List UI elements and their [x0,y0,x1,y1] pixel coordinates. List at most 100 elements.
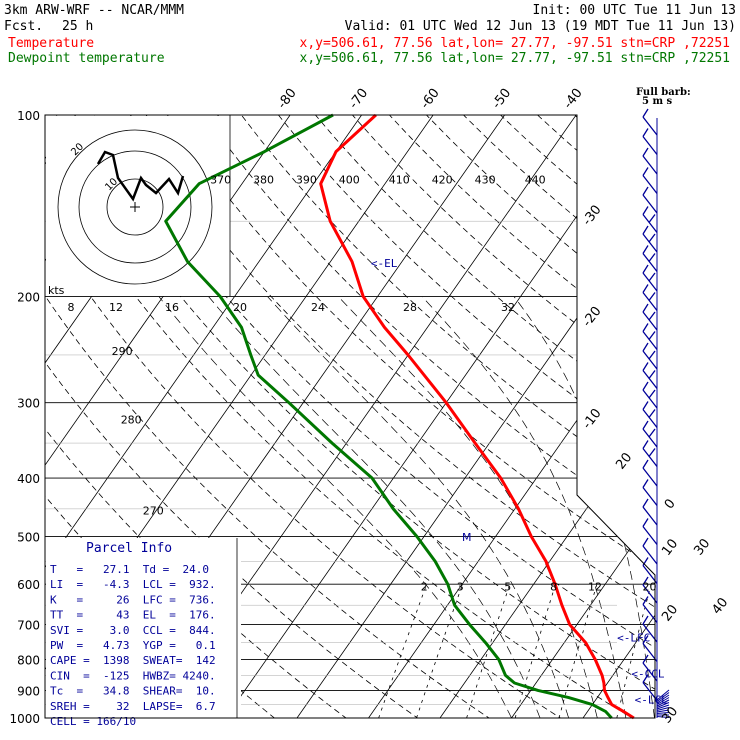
wind-barb [642,459,658,487]
wind-barb-shaft [642,147,658,175]
plot-frame [44,114,656,719]
wind-barb-shaft [642,537,658,565]
pressure-tick-label: 1000 [9,712,40,726]
level-marker-el: <-EL [371,257,398,270]
wind-speed-label: 30 [691,536,713,558]
wind-barb [642,264,658,292]
wind-barb-shaft [642,420,658,448]
wind-key-line2: 5 m s [642,96,673,107]
wind-barb-cluster [656,712,670,714]
temperature-tick-label: -20 [580,304,605,330]
mixing-ratio-label: 3 [457,581,464,594]
wind-barb-shaft [642,284,658,311]
wind-barb [642,303,658,331]
moist-adiabat [513,296,655,718]
parcel-info-line: CAPE = 1398 SWEAT= 142 [50,654,216,667]
dry-adiabat [130,115,655,718]
wind-max-marker: M [462,531,472,544]
pressure-tick-label: 900 [17,684,40,698]
hodograph-center-cross [130,202,140,212]
theta-label: 390 [296,174,317,187]
parcel-info-line: PW = 4.73 YGP = 0.1 [50,639,216,652]
mixing-ratio-label: 12 [588,581,602,594]
temperature-tick-label: -50 [489,86,514,112]
wind-barb-flag [648,311,656,321]
parcel-info-line: SREH = 32 LAPSE= 6.7 [50,700,216,713]
wind-barb-flag [648,233,656,243]
dry-adiabat [352,115,655,718]
wind-barb-cluster [656,704,670,710]
hodograph-ring [106,178,164,236]
pressure-tick-label: 300 [17,397,40,411]
theta-label: 380 [253,174,274,187]
mixing-ratio-line [378,584,428,718]
wind-barb-cluster [656,702,670,708]
wind-barb-shaft [642,342,658,370]
wind-barb-flag [648,448,656,457]
mixing-ratio-label: 2 [421,581,428,594]
wind-barb-flag [648,370,656,379]
wind-barb [642,479,658,506]
hodograph-speed-label: 28 [403,301,417,314]
parcel-info-line: T = 27.1 Td = 24.0 [50,563,209,576]
wind-barb-shaft [642,323,658,350]
wind-barb [642,420,658,448]
wind-barb-cluster [656,699,670,707]
wind-barb-shaft [642,108,658,136]
hodograph-speed-label: 20 [233,301,247,314]
isotherm-line [511,115,655,718]
level-marker-lcl: <-LCL [635,694,668,707]
wind-barb-shaft [642,381,658,409]
wind-barb-shaft [642,186,658,214]
level-marker-lfc: <-LFC [617,632,650,645]
pressure-tick-label: 700 [17,619,40,633]
level-marker-ccl: <-CCL [631,668,664,681]
isotherm-line [0,115,4,718]
wind-barb-shaft [642,362,658,389]
theta-label: 290 [112,345,133,358]
temperature-tick-label: -40 [561,86,586,112]
temperature-tick-label: -10 [580,406,605,432]
forecast-hour: 25 h [62,19,93,34]
dry-adiabat [45,115,581,718]
wind-barb-shaft [642,303,658,331]
dry-adiabat [389,115,655,718]
parcel-info-line: K = 26 LFC = 736. [50,593,216,606]
wind-barb [642,225,658,253]
temperature-tick-label: -70 [346,86,371,112]
mixing-ratio-label: 8 [550,581,557,594]
dewpoint-legend: Dewpoint temperature [8,51,165,66]
dry-adiabat [278,115,655,718]
theta-label: 410 [389,174,410,187]
temperature-tick-label: -30 [580,203,605,229]
wind-barb-flag [648,331,656,340]
wind-barb-cluster [656,694,670,704]
theta-label: 280 [121,414,142,427]
forecast-label: Fcst. [4,19,43,34]
pressure-tick-label: 100 [17,109,40,123]
wind-barb-shaft [642,459,658,487]
temperature-tick-label: 0 [662,496,679,512]
isotherm-line [726,115,740,718]
mixing-ratio-label: 5 [504,581,511,594]
wind-barb [642,401,658,428]
wind-barb [642,440,658,467]
parcel-info-line: SVI = 3.0 CCL = 844. [50,624,216,637]
mixing-ratio-line [558,584,598,718]
isotherm-line [296,115,655,718]
isotherm-line [654,115,655,718]
hodograph-ring [57,129,213,285]
temperature-tick-label: -80 [275,86,300,112]
parcel-info-line: LI = -4.3 LCL = 932. [50,578,216,591]
dry-adiabat [56,115,655,718]
wind-barb [642,498,658,526]
wind-barb-shaft [642,264,658,292]
temperature-location: x,y=506.61, 77.56 lat,lon= 27.77, -97.51… [300,36,730,51]
sounding-profiles [164,113,635,720]
parcel-info-line: Tc = 34.8 SHEAR= 10. [50,685,216,698]
wind-barb-flag [648,214,656,223]
wind-barb [642,147,658,175]
wind-barb-shaft [642,128,658,155]
theta-label: 270 [143,505,164,518]
